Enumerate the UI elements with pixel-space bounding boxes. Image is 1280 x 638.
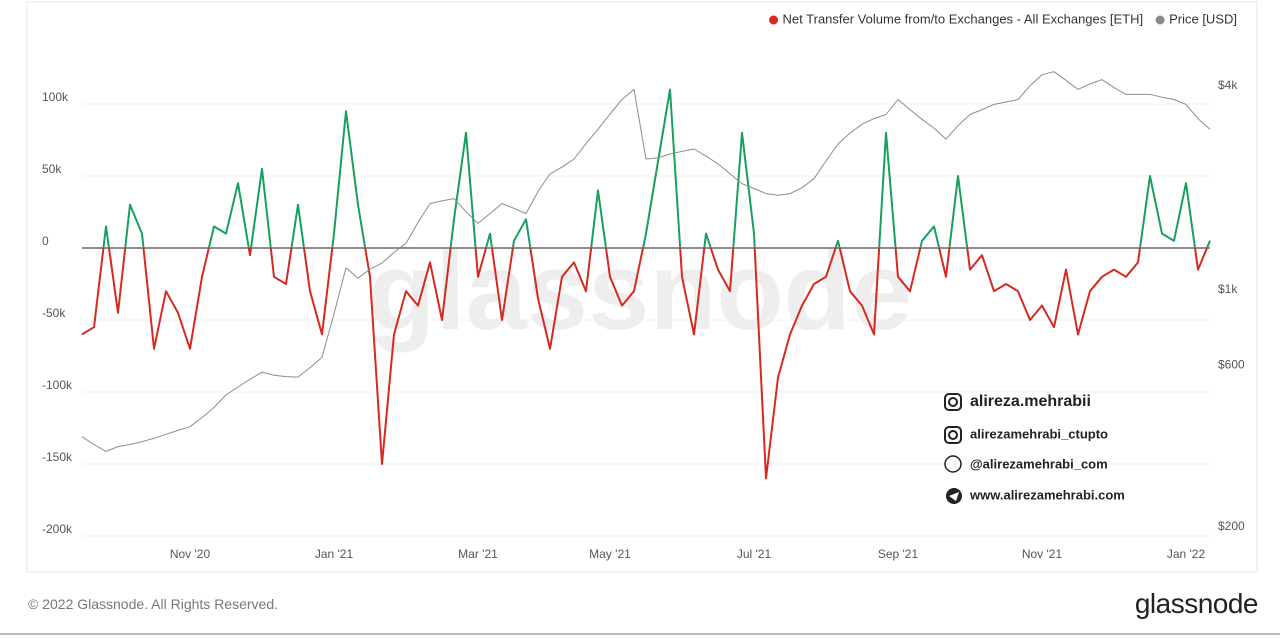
copyright: © 2022 Glassnode. All Rights Reserved. [28,596,279,612]
legend-swatch [769,15,779,25]
y2-tick-label: $200 [1218,519,1245,533]
social-watermark: alireza.mehrabii alirezamehrabi_ctupto @… [944,393,1125,504]
x-tick-label: Mar '21 [458,547,498,561]
watermark-text: alireza.mehrabii [970,393,1091,410]
background-watermark: glassnode [368,230,912,353]
telegram-icon [949,492,959,501]
y-tick-label: 100k [42,90,69,104]
y-tick-label: 50k [42,162,62,176]
flow-line [81,88,1211,480]
instagram-icon [948,397,958,407]
instagram-icon [944,426,962,444]
y-tick-label: -200k [42,522,73,536]
y-tick-label: -150k [42,450,73,464]
x-tick-label: Nov '21 [1022,547,1063,561]
chart-frame [26,1,1258,573]
watermark-text: alirezamehrabi_ctupto [970,426,1108,441]
legend-swatch [1155,15,1165,25]
x-tick-label: May '21 [589,547,631,561]
watermark-text: @alirezamehrabi_com [970,456,1108,471]
y2-tick-label: $1k [1218,282,1238,296]
y-tick-label: 0 [42,234,49,248]
x-tick-label: Sep '21 [878,547,919,561]
legend-label: Net Transfer Volume from/to Exchanges - … [783,11,1144,26]
chart: glassnode -200k -150k -100k -50k 0 50k 100k $20… [26,1,1258,573]
divider [0,633,1280,635]
brand-logo: glassnode [1134,588,1259,619]
instagram-icon [948,430,958,440]
legend-label: Price [USD] [1169,11,1237,26]
y2-tick-label: $4k [1218,78,1238,92]
x-tick-label: Nov '20 [170,547,211,561]
instagram-icon [944,393,962,411]
x-tick-label: Jan '21 [315,547,354,561]
web-icon [944,455,962,473]
y2-tick-label: $600 [1218,357,1245,371]
watermark-text: www.alirezamehrabi.com [969,487,1125,502]
y-tick-label: -50k [42,306,66,320]
y-tick-label: -100k [42,378,73,392]
x-tick-label: Jan '22 [1167,547,1206,561]
price-line [81,71,1211,452]
x-tick-label: Jul '21 [737,547,772,561]
